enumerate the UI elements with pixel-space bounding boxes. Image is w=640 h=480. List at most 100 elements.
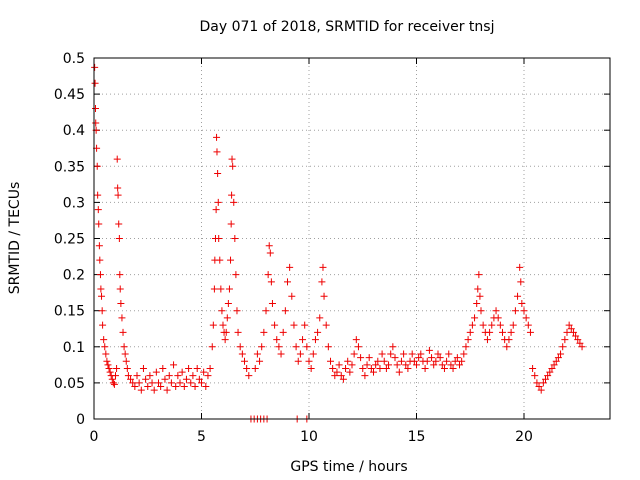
data-point xyxy=(243,364,251,372)
data-point xyxy=(96,271,104,279)
data-point xyxy=(213,148,221,156)
data-point xyxy=(225,285,233,293)
data-point xyxy=(251,364,259,372)
data-point xyxy=(389,343,397,351)
data-point xyxy=(260,328,268,336)
data-point xyxy=(112,372,119,380)
data-point xyxy=(99,321,107,329)
data-point xyxy=(447,361,455,369)
data-point xyxy=(172,383,180,391)
data-point xyxy=(309,350,317,358)
data-point xyxy=(544,372,552,380)
data-point xyxy=(185,364,193,372)
data-point xyxy=(456,361,463,369)
data-point xyxy=(522,314,530,322)
data-point xyxy=(320,292,328,300)
data-point xyxy=(262,307,270,315)
data-point xyxy=(228,155,236,163)
data-points xyxy=(91,63,586,423)
data-point xyxy=(520,307,528,315)
data-point xyxy=(233,307,241,315)
data-point xyxy=(474,285,482,293)
x-tick-label: 0 xyxy=(90,429,99,445)
data-point xyxy=(214,170,222,178)
data-point xyxy=(228,191,236,199)
data-point xyxy=(230,198,238,206)
data-point xyxy=(363,361,371,369)
data-point xyxy=(91,63,99,71)
data-point xyxy=(464,336,472,344)
data-point xyxy=(229,162,237,170)
data-point xyxy=(202,383,210,391)
data-point xyxy=(451,357,459,365)
data-point xyxy=(318,278,326,286)
data-point xyxy=(115,220,123,228)
data-point xyxy=(574,336,582,344)
data-point xyxy=(475,271,483,279)
data-point xyxy=(331,372,339,380)
data-point xyxy=(563,328,571,336)
x-tick-label: 15 xyxy=(408,429,426,445)
data-point xyxy=(425,346,433,354)
data-point xyxy=(476,292,484,300)
data-point xyxy=(94,191,102,199)
data-point xyxy=(292,343,300,351)
data-point xyxy=(535,383,543,391)
y-tick-label: 0.5 xyxy=(63,51,85,67)
data-point xyxy=(327,357,334,365)
data-point xyxy=(195,375,203,383)
data-point xyxy=(92,119,100,127)
data-point xyxy=(339,375,347,383)
data-point xyxy=(307,364,315,372)
data-point xyxy=(265,242,273,250)
data-point xyxy=(106,368,114,376)
data-point xyxy=(110,380,118,388)
data-point xyxy=(561,336,569,344)
y-tick-label: 0.05 xyxy=(54,376,85,392)
data-point xyxy=(209,321,217,329)
data-point xyxy=(286,263,294,271)
data-point xyxy=(223,314,231,322)
data-point xyxy=(152,368,160,376)
data-point xyxy=(410,357,418,365)
data-point xyxy=(365,354,373,362)
data-point xyxy=(200,368,208,376)
data-point xyxy=(120,343,128,351)
data-point xyxy=(503,343,511,351)
data-point xyxy=(100,336,108,344)
data-point xyxy=(367,364,375,372)
data-point xyxy=(578,343,586,351)
data-point xyxy=(224,299,232,307)
data-point xyxy=(440,364,448,372)
data-point xyxy=(170,361,178,369)
y-tick-label: 0 xyxy=(76,412,85,428)
data-point xyxy=(488,321,496,329)
data-point xyxy=(402,361,410,369)
data-point xyxy=(423,357,431,365)
data-point xyxy=(378,350,386,358)
data-point xyxy=(453,354,461,362)
data-point xyxy=(161,375,169,383)
data-point xyxy=(408,350,416,358)
data-point xyxy=(214,198,222,206)
data-point xyxy=(189,372,197,380)
data-point xyxy=(477,307,485,315)
data-point xyxy=(311,336,319,344)
chart-title: Day 071 of 2018, SRMTID for receiver tns… xyxy=(200,19,495,35)
data-point xyxy=(187,379,195,387)
data-point xyxy=(137,386,145,394)
data-point xyxy=(509,321,517,329)
data-point xyxy=(290,321,298,329)
data-point xyxy=(245,372,253,380)
data-point xyxy=(567,325,575,333)
data-point xyxy=(569,328,577,336)
data-point xyxy=(350,350,358,358)
data-point xyxy=(518,299,526,307)
axis-ticks: 0 0.05 0.1 0.15 0.2 0.25 0.3 0.35 0.4 0.45 0.5 0 5 10… xyxy=(54,51,610,445)
data-point xyxy=(234,328,242,336)
data-point xyxy=(430,361,438,369)
data-point xyxy=(552,357,560,365)
data-point xyxy=(231,235,239,242)
data-point xyxy=(483,336,491,344)
